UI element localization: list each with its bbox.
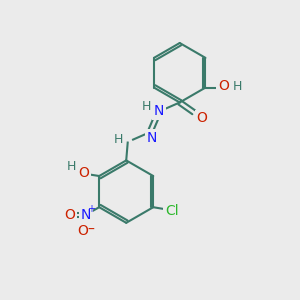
Text: H: H [232, 80, 242, 93]
Text: N: N [154, 104, 164, 118]
Text: O: O [78, 166, 89, 180]
Text: Cl: Cl [165, 204, 179, 218]
Text: –: – [88, 223, 94, 236]
Text: O: O [196, 111, 208, 125]
Text: H: H [142, 100, 151, 112]
Text: H: H [67, 160, 76, 173]
Text: H: H [113, 133, 123, 146]
Text: O: O [64, 208, 75, 222]
Text: N: N [146, 130, 157, 145]
Text: O: O [77, 224, 88, 238]
Text: O: O [218, 79, 229, 93]
Text: +: + [87, 204, 95, 214]
Text: N: N [81, 208, 91, 222]
